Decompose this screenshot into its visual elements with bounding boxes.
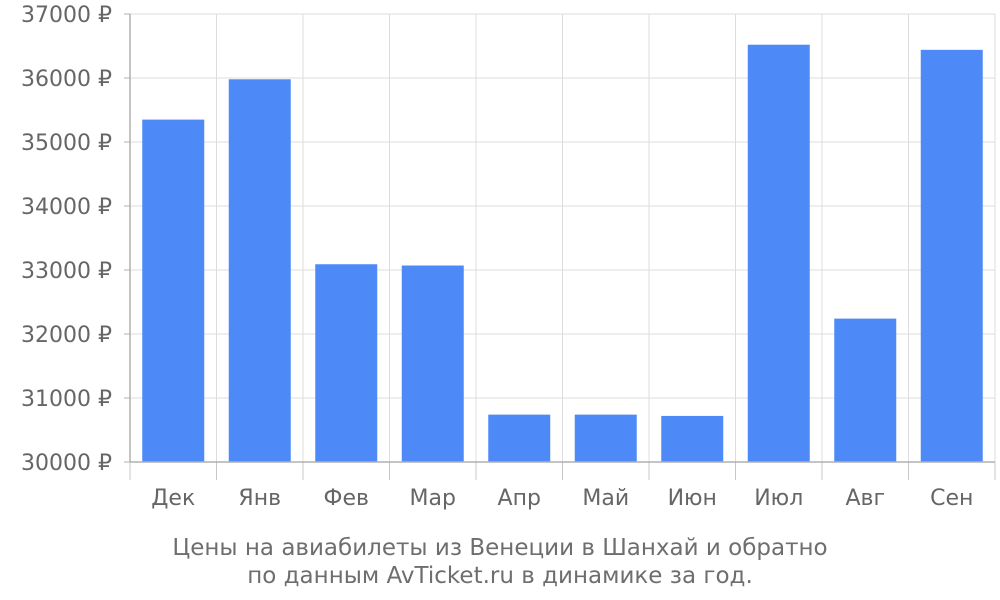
x-tick-label: Июл	[754, 486, 803, 511]
y-tick-label: 30000 ₽	[21, 451, 112, 476]
bar-Июл	[747, 44, 810, 462]
x-tick-label: Дек	[151, 486, 195, 511]
bar-Дек	[142, 119, 205, 462]
y-tick-label: 35000 ₽	[21, 131, 112, 156]
x-tick-label: Июн	[668, 486, 717, 511]
bar-Фев	[315, 264, 378, 462]
x-tick-label: Янв	[238, 486, 281, 511]
x-tick-label: Апр	[498, 486, 541, 511]
x-tick-label: Мар	[410, 486, 456, 511]
bar-Янв	[228, 79, 291, 462]
x-tick-label: Сен	[930, 486, 973, 511]
bar-Апр	[488, 414, 551, 462]
y-tick-label: 34000 ₽	[21, 195, 112, 220]
y-tick-label: 32000 ₽	[21, 323, 112, 348]
bar-Май	[574, 414, 637, 462]
y-tick-label: 37000 ₽	[21, 3, 112, 28]
y-tick-label: 36000 ₽	[21, 67, 112, 92]
y-tick-labels: 30000 ₽ 31000 ₽ 32000 ₽ 33000 ₽ 34000 ₽ 35000…	[21, 3, 112, 476]
x-tick-label: Авг	[845, 486, 885, 511]
chart-caption-line-1: Цены на авиабилеты из Венеции в Шанхай и…	[172, 535, 828, 561]
bar-Сен	[920, 49, 983, 463]
y-tick-label: 33000 ₽	[21, 259, 112, 284]
y-tick-label: 31000 ₽	[21, 387, 112, 412]
bar-Июн	[661, 415, 724, 462]
bars	[142, 44, 983, 463]
x-tick-label: Фев	[324, 486, 369, 511]
axes	[124, 13, 996, 480]
bar-Мар	[401, 265, 464, 462]
bar-Авг	[834, 318, 897, 462]
chart-caption-line-2: по данным AvTicket.ru в динамике за год.	[247, 563, 753, 589]
x-tick-label: Май	[582, 486, 629, 511]
x-tick-labels: Дек Янв Фев Мар Апр Май Июн Июл Авг Сен	[151, 486, 973, 511]
